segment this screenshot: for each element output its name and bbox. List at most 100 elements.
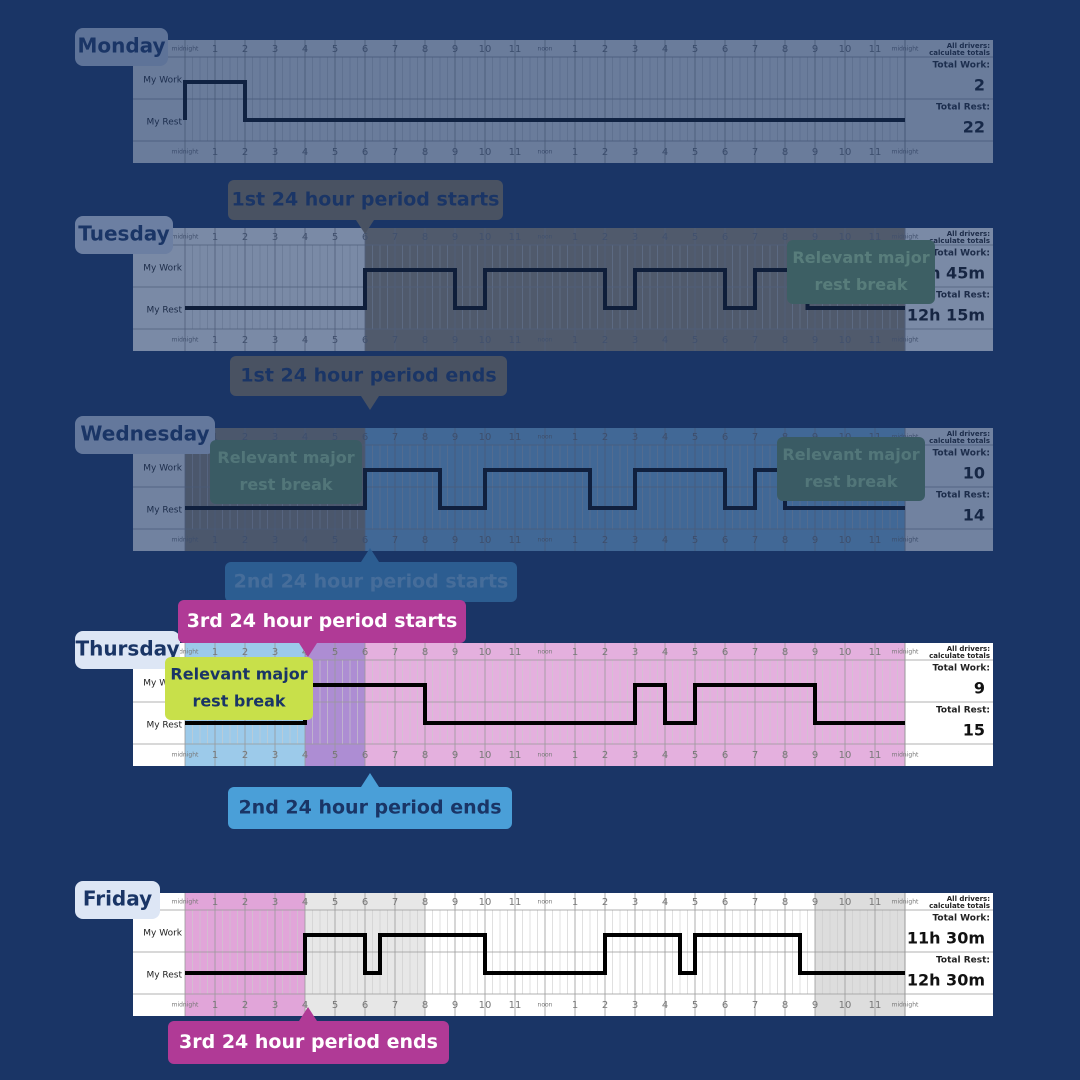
hour-label-top: 10 bbox=[839, 432, 852, 443]
callout-arrow bbox=[356, 220, 374, 234]
totals-header: calculate totals bbox=[929, 902, 990, 910]
hour-label-top: 9 bbox=[452, 647, 458, 658]
hour-label-top: 7 bbox=[752, 232, 758, 243]
hour-label-bottom: 1 bbox=[212, 535, 218, 546]
hour-label-bottom: 6 bbox=[722, 147, 728, 158]
hour-label-top: 1 bbox=[572, 432, 578, 443]
hour-label-bottom: 1 bbox=[572, 335, 578, 346]
hour-label-bottom: 10 bbox=[479, 335, 492, 346]
hour-label-bottom: 9 bbox=[812, 335, 818, 346]
work-row-label: My Work bbox=[143, 264, 183, 274]
hour-label-bottom: 11 bbox=[869, 147, 882, 158]
hour-label-bottom: 5 bbox=[332, 147, 338, 158]
hour-label-top: 4 bbox=[662, 897, 668, 908]
hour-label-bottom: 1 bbox=[572, 147, 578, 158]
day-tag bbox=[75, 416, 215, 454]
hour-label-bottom: 6 bbox=[362, 535, 368, 546]
hour-label-bottom: 10 bbox=[479, 1000, 492, 1011]
hour-label-bottom: 6 bbox=[362, 335, 368, 346]
hour-label-top: 9 bbox=[812, 232, 818, 243]
hour-label-top: 9 bbox=[452, 897, 458, 908]
hour-label-bottom: 7 bbox=[752, 147, 758, 158]
callout-box bbox=[228, 180, 503, 220]
hour-label-top: 4 bbox=[302, 897, 308, 908]
hour-label-top: 1 bbox=[212, 897, 218, 908]
hour-label-bottom: 2 bbox=[242, 750, 248, 761]
hour-label-top: 1 bbox=[212, 232, 218, 243]
rest-row-label: My Rest bbox=[146, 306, 182, 316]
hour-label-bottom: 2 bbox=[242, 535, 248, 546]
hour-label-bottom: midnight bbox=[172, 752, 199, 759]
hour-label-bottom: 10 bbox=[839, 147, 852, 158]
hour-label-bottom: 6 bbox=[722, 750, 728, 761]
work-rest-trace bbox=[185, 268, 905, 310]
hour-label-top: 11 bbox=[509, 897, 522, 908]
hour-label-bottom: 1 bbox=[212, 1000, 218, 1011]
hour-label-bottom: 3 bbox=[632, 335, 638, 346]
hour-label-top: 1 bbox=[212, 44, 218, 55]
hour-label-bottom: 5 bbox=[332, 535, 338, 546]
hour-label-bottom: 7 bbox=[752, 1000, 758, 1011]
day-row: midnightmidnight112233445566778899101011… bbox=[75, 180, 993, 410]
day-tag bbox=[75, 28, 168, 66]
total-rest-label: Total Rest: bbox=[936, 491, 990, 501]
hour-label-top: 4 bbox=[662, 44, 668, 55]
hour-label-top: 5 bbox=[692, 44, 698, 55]
callout-text: 2nd 24 hour period ends bbox=[238, 797, 501, 819]
hour-label-bottom: 9 bbox=[812, 147, 818, 158]
hour-label-bottom: 1 bbox=[572, 535, 578, 546]
hour-label-bottom: 8 bbox=[422, 750, 428, 761]
hour-label-top: 8 bbox=[422, 897, 428, 908]
hour-label-top: 9 bbox=[812, 44, 818, 55]
diary-sheet bbox=[133, 228, 993, 351]
hour-label-bottom: 4 bbox=[662, 335, 668, 346]
hour-label-bottom: 6 bbox=[722, 335, 728, 346]
hour-label-bottom: 11 bbox=[509, 1000, 522, 1011]
hour-label-bottom: 5 bbox=[332, 1000, 338, 1011]
hour-label-bottom: 10 bbox=[839, 1000, 852, 1011]
hour-label-bottom: 7 bbox=[752, 335, 758, 346]
hour-label-bottom: 9 bbox=[452, 147, 458, 158]
hour-label-top: 6 bbox=[362, 897, 368, 908]
hour-label-bottom: midnight bbox=[172, 1002, 199, 1009]
callout-text: Relevant major bbox=[792, 248, 929, 267]
hour-label-top: 11 bbox=[509, 432, 522, 443]
callout-text: rest break bbox=[239, 475, 332, 494]
hour-label-top: 11 bbox=[869, 44, 882, 55]
hour-label-bottom: midnight bbox=[172, 537, 199, 544]
hour-label-top: 5 bbox=[692, 432, 698, 443]
hour-label-bottom: 4 bbox=[302, 1000, 308, 1011]
hour-label-bottom: 9 bbox=[812, 1000, 818, 1011]
hour-label-bottom: 11 bbox=[509, 535, 522, 546]
hour-label-bottom: 1 bbox=[212, 147, 218, 158]
hour-label-top: 7 bbox=[392, 432, 398, 443]
total-work-value: 2 bbox=[974, 76, 985, 95]
hour-label-top: 10 bbox=[479, 647, 492, 658]
hour-label-top: 8 bbox=[782, 232, 788, 243]
hour-label-top: 1 bbox=[572, 897, 578, 908]
callout-text: rest break bbox=[192, 692, 285, 711]
hour-label-bottom: 11 bbox=[509, 335, 522, 346]
total-work-value: 11h 45m bbox=[907, 264, 985, 283]
hour-label-bottom: 8 bbox=[782, 147, 788, 158]
hour-label-bottom: 10 bbox=[839, 335, 852, 346]
total-work-value: 11h 30m bbox=[907, 929, 985, 948]
hour-label-top: midnight bbox=[172, 46, 199, 53]
hour-label-top: 3 bbox=[272, 647, 278, 658]
totals-header: All drivers: bbox=[947, 895, 990, 903]
hour-label-bottom: midnight bbox=[172, 149, 199, 156]
hour-label-bottom: 9 bbox=[812, 750, 818, 761]
hour-label-bottom: 3 bbox=[272, 750, 278, 761]
hour-label-top: 10 bbox=[479, 432, 492, 443]
hour-label-bottom: 5 bbox=[692, 147, 698, 158]
hour-label-bottom: 10 bbox=[479, 535, 492, 546]
hour-label-top: 4 bbox=[302, 432, 308, 443]
hour-label-top: 11 bbox=[869, 647, 882, 658]
day-name: Thursday bbox=[75, 637, 179, 661]
hour-label-top: 9 bbox=[812, 432, 818, 443]
hour-label-top: 8 bbox=[422, 432, 428, 443]
hour-label-top: 10 bbox=[839, 232, 852, 243]
work-row-label: My Work bbox=[143, 464, 183, 474]
hour-label-top: noon bbox=[538, 46, 553, 53]
day-row: midnightmidnight112233445566778899101011… bbox=[75, 416, 993, 602]
